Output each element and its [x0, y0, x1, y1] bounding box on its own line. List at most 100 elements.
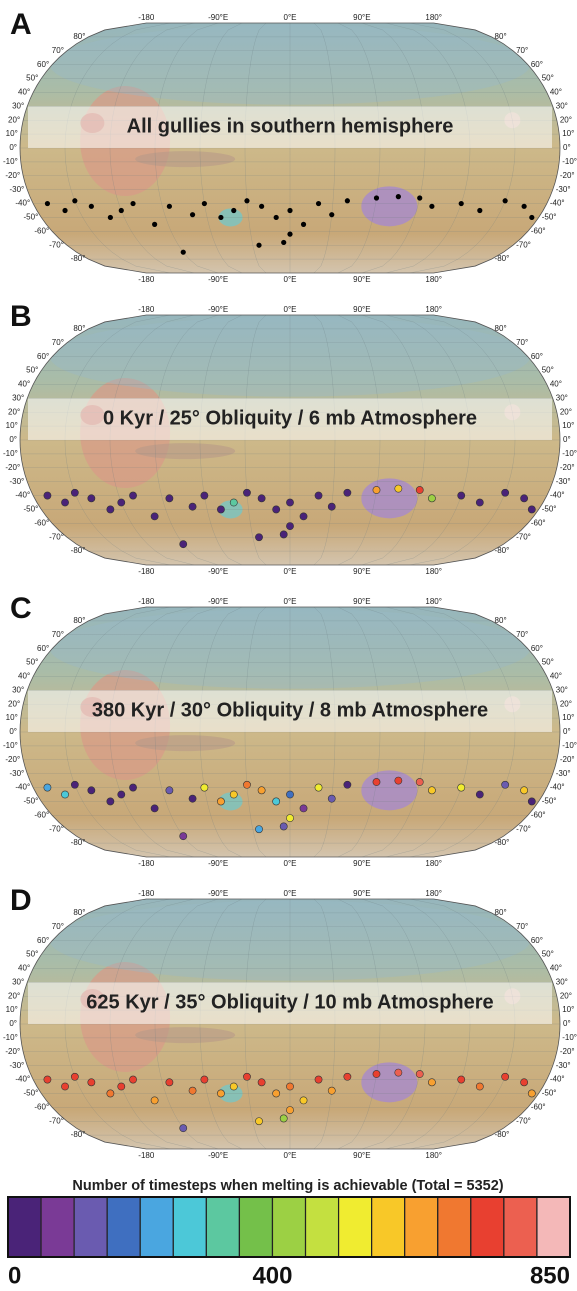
lat-tick-label: -70° [516, 240, 531, 249]
gully-point [107, 506, 114, 513]
lat-tick-label: -50° [542, 505, 557, 514]
lat-tick-label: 40° [550, 964, 562, 973]
lon-tick-label: 180° [425, 305, 442, 314]
lat-tick-label: 30° [556, 393, 568, 402]
lat-tick-label: 20° [560, 991, 572, 1000]
gully-point [243, 1073, 250, 1080]
gully-point [89, 204, 94, 209]
lon-tick-label: -180 [138, 275, 155, 284]
lon-tick-label: 0°E [284, 305, 297, 314]
lat-tick-label: 50° [26, 950, 38, 959]
gully-point [521, 495, 528, 502]
lat-tick-label: -20° [5, 755, 20, 764]
lat-tick-label: 0° [9, 435, 17, 444]
lat-tick-label: 0° [9, 727, 17, 736]
lon-tick-label: -180 [138, 305, 155, 314]
gully-point [529, 215, 534, 220]
gully-point [217, 1090, 224, 1097]
gully-point [218, 215, 223, 220]
gully-point [44, 1076, 51, 1083]
gully-point [315, 492, 322, 499]
gully-point [476, 1083, 483, 1090]
lat-tick-label: 10° [6, 129, 18, 138]
lon-tick-label: -180 [138, 597, 155, 606]
gully-point [477, 208, 482, 213]
lat-tick-label: 10° [6, 713, 18, 722]
lat-tick-label: -10° [562, 741, 577, 750]
gully-point [301, 222, 306, 227]
lat-tick-label: -40° [550, 1075, 565, 1084]
gully-point [71, 781, 78, 788]
gully-point [180, 541, 187, 548]
gully-point [151, 805, 158, 812]
colorbar-swatch [537, 1197, 570, 1257]
lat-tick-label: -40° [550, 783, 565, 792]
lat-tick-label: -50° [542, 213, 557, 222]
panel-letter: B [10, 300, 32, 333]
lat-tick-label: -60° [34, 226, 49, 235]
lat-tick-label: 70° [52, 922, 64, 931]
lon-tick-label: -180 [138, 13, 155, 22]
terrain-feature [361, 478, 417, 518]
lon-tick-label: 0°E [284, 889, 297, 898]
gully-point [180, 833, 187, 840]
lat-tick-label: -80° [71, 254, 86, 263]
colorbar-swatch [272, 1197, 305, 1257]
gully-point [344, 1073, 351, 1080]
lat-tick-label: 20° [8, 115, 20, 124]
gully-point [395, 1069, 402, 1076]
terrain-feature [135, 735, 235, 751]
gully-point [315, 1076, 322, 1083]
gully-point [528, 1090, 535, 1097]
colorbar-swatch [239, 1197, 272, 1257]
gully-point [201, 492, 208, 499]
lat-tick-label: -10° [562, 1033, 577, 1042]
gully-point [287, 232, 292, 237]
colorbar-swatch [41, 1197, 74, 1257]
lat-tick-label: 30° [12, 101, 24, 110]
gully-point [300, 513, 307, 520]
lat-tick-label: -60° [531, 810, 546, 819]
lat-tick-label: 30° [556, 101, 568, 110]
lat-tick-label: 50° [542, 950, 554, 959]
gully-point [476, 499, 483, 506]
gully-point [71, 489, 78, 496]
gully-point [280, 531, 287, 538]
lat-tick-label: 70° [52, 630, 64, 639]
panel-letter: D [10, 884, 32, 917]
figure: 80°80°70°70°60°60°50°50°40°40°30°30°20°2… [0, 0, 577, 1291]
gully-point [129, 784, 136, 791]
gully-point [286, 1107, 293, 1114]
gully-point [396, 194, 401, 199]
panel-title: 625 Kyr / 35° Obliquity / 10 mb Atmosphe… [86, 991, 493, 1013]
gully-point [522, 204, 527, 209]
lon-tick-label: -90°E [208, 567, 228, 576]
gully-point [503, 198, 508, 203]
lat-tick-label: 0° [563, 1019, 571, 1028]
lat-tick-label: -30° [556, 185, 571, 194]
lat-tick-label: -80° [71, 1130, 86, 1139]
lat-tick-label: -10° [3, 741, 18, 750]
lat-tick-label: 70° [516, 338, 528, 347]
gully-point [118, 499, 125, 506]
lon-tick-label: -180 [138, 567, 155, 576]
lat-tick-label: 60° [37, 936, 49, 945]
gully-point [166, 787, 173, 794]
lat-tick-label: -10° [562, 157, 577, 166]
lon-tick-label: 180° [425, 597, 442, 606]
gully-point [428, 495, 435, 502]
gully-point [180, 1125, 187, 1132]
lat-tick-label: 40° [18, 672, 30, 681]
lat-tick-label: 40° [550, 380, 562, 389]
panel-letter: A [10, 8, 32, 41]
gully-point [258, 495, 265, 502]
gully-point [255, 1118, 262, 1125]
lat-tick-label: -20° [5, 1047, 20, 1056]
gully-point [329, 212, 334, 217]
colorbar-tick-label: 400 [252, 1262, 292, 1289]
gully-point [273, 1090, 280, 1097]
lat-tick-label: 30° [556, 977, 568, 986]
gully-point [118, 1083, 125, 1090]
lon-tick-label: 180° [425, 889, 442, 898]
lat-tick-label: 40° [550, 88, 562, 97]
